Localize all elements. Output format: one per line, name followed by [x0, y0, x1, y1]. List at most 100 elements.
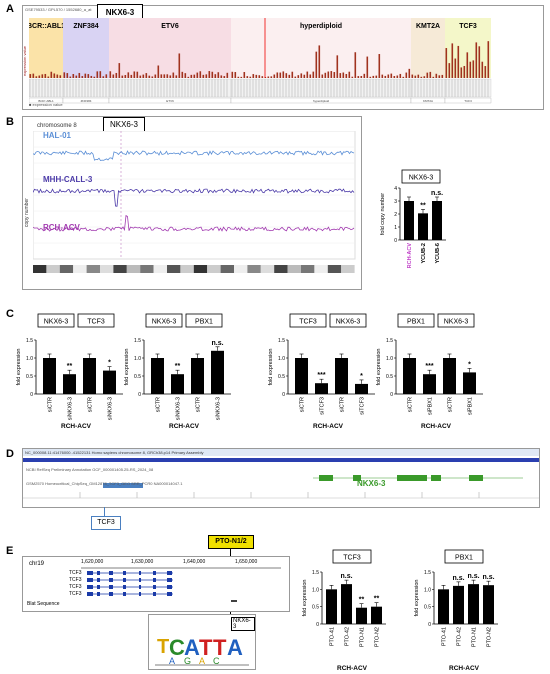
- expr-bar: [47, 76, 50, 78]
- expr-bar: [193, 74, 196, 78]
- category-label-1: PTO-42: [457, 627, 463, 646]
- expr-bar: [387, 74, 390, 78]
- expr-bar: [330, 71, 333, 78]
- group-strip-label-5: TCF3: [464, 99, 472, 103]
- panel-b-copy-number-plot: [33, 131, 356, 273]
- category-label-1: YCUB-2: [421, 243, 427, 263]
- tf-label-4: TCF3: [69, 591, 82, 597]
- bar-0: [151, 358, 164, 394]
- exon: [97, 578, 100, 582]
- expr-bar: [432, 76, 435, 78]
- expr-bar: [124, 75, 127, 78]
- svg-text:A: A: [169, 656, 175, 666]
- panel-d-gene-label: NKX6-3: [357, 479, 386, 488]
- expr-bar: [402, 76, 405, 78]
- category-label-0: siCTR: [408, 397, 414, 412]
- chart-e1: 0 0.5 1.0 1.5 fold expression PTO-41 n.s. PTO-4…: [302, 549, 386, 672]
- expr-bar: [408, 68, 411, 78]
- expr-bar: [175, 75, 178, 78]
- cytoband: [140, 265, 154, 273]
- expr-bar: [466, 52, 469, 78]
- panel-letter-b: B: [6, 116, 14, 128]
- category-label-3: PTO-N2: [375, 627, 381, 647]
- y-tick-label: 0: [390, 392, 393, 398]
- expr-bar: [448, 63, 451, 78]
- cytoband: [180, 265, 194, 273]
- cytoband: [100, 265, 114, 273]
- expr-bar: [41, 74, 44, 78]
- bar-2: [335, 358, 348, 394]
- expr-bar: [463, 65, 466, 78]
- exon: [123, 578, 126, 582]
- x-axis-label: RCH-ACV: [313, 423, 344, 430]
- category-label-0: RCH-ACV: [407, 243, 413, 269]
- bar-0: [295, 358, 308, 394]
- expr-bar: [357, 76, 360, 78]
- y-tick-label: 0.5: [386, 374, 393, 380]
- expr-bar: [378, 54, 381, 78]
- trace-2: [33, 214, 355, 232]
- expr-bar: [472, 60, 475, 78]
- exon-0: [319, 475, 333, 481]
- expr-bar: [327, 71, 330, 78]
- group-bg-4: [411, 18, 445, 78]
- expr-bar: [59, 75, 62, 78]
- category-label-1: siNKX6-3: [176, 397, 182, 420]
- expr-bar: [223, 76, 226, 78]
- panel-d-track2: GSM2570 Homeocritical_ChipSeq_GM12878_TC…: [26, 481, 183, 486]
- expr-bar: [56, 74, 59, 78]
- expr-bar: [354, 52, 357, 78]
- expr-bar: [478, 46, 481, 78]
- cytoband: [301, 265, 315, 273]
- expr-bar: [172, 72, 175, 78]
- panel-a-ylabel: expression value: [22, 45, 27, 76]
- expr-bar: [426, 72, 429, 78]
- y-axis-label: fold expression: [124, 349, 130, 386]
- cytoband: [260, 265, 275, 273]
- group-bg-3: [231, 18, 411, 78]
- bar-2: [83, 358, 96, 394]
- tick-1: 1,620,000: [81, 559, 104, 565]
- exon-1: [353, 475, 361, 481]
- panel-letter-a: A: [6, 3, 14, 15]
- panel-b-chromosome: chromosome 8: [37, 123, 77, 129]
- expr-bar: [190, 74, 193, 78]
- expr-bar: [288, 74, 291, 78]
- svg-text:A: A: [199, 656, 205, 666]
- y-tick-label: 0.5: [278, 374, 285, 380]
- expr-bar: [300, 73, 303, 78]
- expr-bar: [75, 75, 78, 78]
- panel-b-ylabel: copy number: [24, 198, 30, 227]
- y-axis-label: fold expression: [268, 349, 274, 386]
- expr-bar: [246, 76, 249, 78]
- category-label-0: siCTR: [300, 397, 306, 412]
- group-box-0: [145, 313, 183, 328]
- cytoband: [341, 265, 355, 273]
- group-strip-label-2: ETV6: [166, 99, 174, 103]
- expr-bar: [454, 58, 457, 78]
- y-axis-label: fold expression: [16, 349, 22, 386]
- expr-bar: [102, 76, 105, 78]
- category-label-0: siCTR: [156, 397, 162, 412]
- group-strip-label-3: hyperdiploid: [313, 99, 330, 103]
- expr-bar: [445, 48, 448, 78]
- expr-bar: [145, 73, 148, 78]
- exon: [123, 585, 126, 589]
- group-strip-label-0: BCR::ABL1: [38, 99, 54, 103]
- expr-bar: [267, 76, 270, 78]
- expr-bar: [118, 63, 121, 78]
- tf-label-1: TCF3: [69, 570, 82, 576]
- exon: [87, 585, 93, 589]
- title-box: [332, 549, 372, 564]
- chart-e2: 0 0.5 1.0 1.5 fold expression PTO-41 n.s. PTO-4…: [414, 549, 498, 672]
- expr-bar: [451, 43, 454, 78]
- expr-bar: [315, 51, 318, 78]
- bar-3: [463, 372, 476, 394]
- bar-3: [211, 350, 224, 394]
- exon: [167, 592, 172, 596]
- expr-bar: [282, 71, 285, 78]
- category-label-3: siNKX6-3: [216, 397, 222, 420]
- expr-bar: [261, 76, 264, 78]
- expr-bar: [151, 76, 154, 78]
- expr-bar: [63, 72, 66, 78]
